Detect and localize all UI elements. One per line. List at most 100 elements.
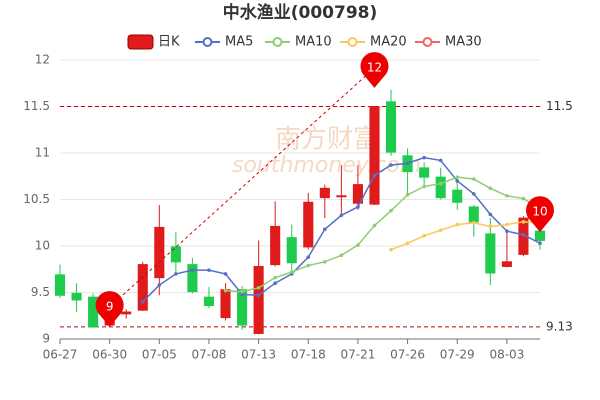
x-tick-label: 06-27 bbox=[43, 348, 78, 362]
ma-point bbox=[157, 283, 162, 287]
x-tick-label: 07-08 bbox=[192, 348, 227, 362]
ma-line bbox=[225, 176, 541, 293]
legend-label: MA5 bbox=[225, 35, 253, 50]
candle-body bbox=[71, 292, 82, 301]
candle-body bbox=[319, 187, 330, 199]
x-tick-label: 06-30 bbox=[92, 348, 127, 362]
ma-line bbox=[390, 221, 541, 251]
ma-point bbox=[306, 255, 311, 259]
ma-point bbox=[488, 224, 493, 229]
x-tick-label: 07-26 bbox=[390, 348, 425, 362]
candle-body bbox=[534, 230, 546, 241]
ma-point bbox=[306, 263, 311, 268]
ma-point bbox=[438, 158, 443, 163]
ma-point bbox=[323, 260, 327, 264]
candle-body bbox=[170, 246, 181, 263]
ma-point bbox=[389, 247, 393, 252]
candle-body bbox=[369, 106, 380, 205]
ma-point bbox=[488, 212, 493, 217]
pin-label: 10 bbox=[532, 205, 547, 219]
chart-title: 中水渔业(000798) bbox=[223, 2, 378, 23]
x-tick-label: 07-21 bbox=[340, 348, 375, 362]
ma-point bbox=[405, 161, 410, 166]
pin bbox=[95, 291, 124, 327]
candle-body bbox=[352, 184, 363, 204]
ma-point bbox=[438, 181, 443, 186]
ma-point bbox=[256, 286, 261, 290]
ma-point bbox=[405, 241, 410, 246]
candle-body bbox=[435, 176, 446, 199]
pin-label: 12 bbox=[367, 60, 382, 74]
ma-point bbox=[389, 208, 393, 213]
candle-body bbox=[336, 195, 347, 198]
watermark: 南方财富 bbox=[275, 125, 379, 155]
y-tick-label: 9.5 bbox=[31, 285, 50, 299]
x-tick-label: 07-05 bbox=[142, 348, 177, 362]
ma-point bbox=[471, 220, 476, 225]
ma-point bbox=[422, 233, 426, 238]
ma-point bbox=[372, 173, 377, 178]
ma-point bbox=[190, 268, 195, 272]
ma-point bbox=[223, 288, 228, 293]
legend-swatch bbox=[347, 37, 358, 47]
ref-label: 11.5 bbox=[546, 99, 573, 113]
candle-body bbox=[270, 225, 281, 266]
ma-point bbox=[389, 163, 393, 167]
candle-body bbox=[237, 289, 248, 326]
ma-point bbox=[405, 193, 410, 197]
y-tick-label: 11 bbox=[35, 146, 50, 160]
candle-body bbox=[203, 296, 215, 307]
ma-point bbox=[240, 289, 244, 294]
pin bbox=[360, 52, 389, 88]
candle-body bbox=[485, 233, 496, 274]
y-tick-label: 10 bbox=[35, 239, 50, 253]
ma-point bbox=[438, 228, 443, 232]
ma-point bbox=[488, 186, 493, 191]
ma-point bbox=[339, 213, 344, 218]
legend-swatch bbox=[127, 34, 154, 50]
legend-label: MA30 bbox=[445, 35, 482, 50]
legend-swatch bbox=[422, 37, 433, 47]
ma-point bbox=[455, 175, 460, 179]
candle-body bbox=[452, 189, 463, 203]
candle-body bbox=[121, 311, 132, 315]
candle-body bbox=[54, 274, 66, 296]
y-tick-label: 9 bbox=[42, 332, 50, 346]
candle-body bbox=[154, 226, 165, 279]
y-tick-label: 10.5 bbox=[23, 192, 50, 206]
ma-point bbox=[471, 177, 476, 181]
ma-point bbox=[207, 268, 211, 272]
ma-point bbox=[174, 272, 178, 276]
ma-point bbox=[289, 270, 294, 274]
ma-point bbox=[356, 243, 360, 247]
candle-body bbox=[137, 264, 148, 311]
legend-swatch bbox=[202, 37, 213, 47]
ma-point bbox=[455, 179, 460, 183]
ma-point bbox=[223, 272, 228, 276]
ma-point bbox=[471, 192, 476, 196]
candle-body bbox=[468, 206, 479, 223]
legend-label: MA10 bbox=[295, 35, 332, 50]
ma-point bbox=[323, 227, 327, 232]
candle-body bbox=[253, 265, 264, 334]
x-tick-label: 07-29 bbox=[440, 348, 475, 362]
ma-point bbox=[339, 253, 344, 258]
ma-point bbox=[422, 155, 426, 160]
candle-body bbox=[385, 101, 397, 153]
ma-point bbox=[372, 223, 377, 228]
legend-swatch bbox=[272, 37, 283, 47]
x-tick-label: 07-18 bbox=[291, 348, 326, 362]
candle-body bbox=[501, 261, 512, 267]
ma-point bbox=[273, 275, 277, 280]
pin-label: 9 bbox=[106, 299, 114, 313]
candle-body bbox=[419, 167, 430, 178]
ref-label: 9.13 bbox=[546, 319, 573, 333]
ma-point bbox=[521, 233, 526, 237]
x-tick-label: 08-03 bbox=[489, 348, 524, 362]
trend-line bbox=[109, 67, 375, 308]
y-tick-label: 11.5 bbox=[23, 99, 50, 113]
candle-body bbox=[187, 264, 198, 293]
legend-label: MA20 bbox=[370, 35, 407, 50]
ma-point bbox=[256, 293, 261, 298]
